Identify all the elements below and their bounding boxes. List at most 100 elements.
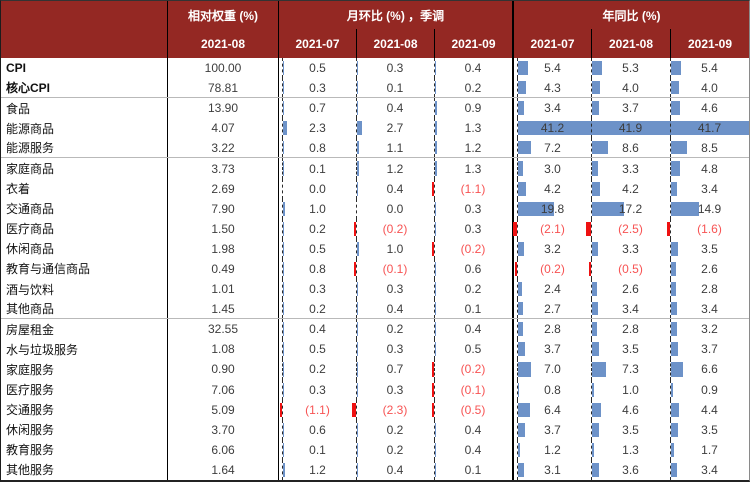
cell-value: 0.0 xyxy=(309,181,326,196)
cell-value: 4.4 xyxy=(701,402,718,417)
bar-cell: 2.8 xyxy=(591,319,670,340)
data-bar xyxy=(357,61,358,76)
bar-cell: 0.2 xyxy=(434,78,512,98)
data-bar xyxy=(671,282,677,297)
cell-value: 5.4 xyxy=(544,61,561,76)
cell-value: (0.2) xyxy=(382,221,408,236)
row-label: 其他服务 xyxy=(6,463,55,478)
bar-cell: 3.4 xyxy=(591,299,670,319)
cell-value: 3.4 xyxy=(544,101,561,116)
bar-cell: 3.0 xyxy=(512,158,591,179)
row-label: 核心CPI xyxy=(6,81,51,96)
data-bar xyxy=(518,402,530,417)
table-header-dates: 2021-08 2021-07 2021-08 2021-09 2021-07 … xyxy=(1,29,749,58)
weight-value: 32.55 xyxy=(167,319,278,340)
data-bar xyxy=(671,362,684,377)
bar-cell: 3.5 xyxy=(670,419,749,440)
bar-cell: 3.4 xyxy=(512,98,591,119)
data-bar xyxy=(283,101,285,116)
bar-cell: 6.6 xyxy=(670,359,749,380)
data-bar xyxy=(283,342,284,357)
bar-cell: 14.9 xyxy=(670,198,749,219)
data-bar xyxy=(283,462,286,477)
weight-value: 1.50 xyxy=(167,218,278,239)
bar-cell: 3.5 xyxy=(670,238,749,260)
weight-value: 0.90 xyxy=(167,359,278,380)
bar-cell: 2.7 xyxy=(512,299,591,319)
header-corner-empty xyxy=(1,29,167,58)
data-bar xyxy=(357,81,358,95)
row-label: CPI xyxy=(6,61,27,76)
cell-value: 0.4 xyxy=(386,462,404,477)
bar-cell: 0.2 xyxy=(278,359,356,380)
cell-value: 2.6 xyxy=(622,282,639,297)
data-bar xyxy=(513,221,517,236)
cell-value: (1.1) xyxy=(460,181,486,196)
cell-value: 1.0 xyxy=(622,382,639,397)
bar-cell: (0.2) xyxy=(512,258,591,280)
bar-cell: 3.1 xyxy=(512,459,591,481)
header-mom-date-1: 2021-07 xyxy=(278,29,356,58)
header-yoy-date-3: 2021-09 xyxy=(670,29,749,58)
bar-cell: 0.5 xyxy=(434,339,512,360)
bar-cell: 7.0 xyxy=(512,359,591,380)
cell-value: 0.2 xyxy=(464,282,482,297)
bar-cell: 3.5 xyxy=(591,419,670,440)
weight-value: 6.06 xyxy=(167,439,278,460)
data-bar xyxy=(592,302,599,316)
cell-value: 3.4 xyxy=(701,181,718,196)
data-bar xyxy=(283,282,284,297)
bar-cell: 2.6 xyxy=(591,279,670,300)
weight-value: 3.70 xyxy=(167,419,278,440)
bar-cell: 0.6 xyxy=(434,258,512,280)
data-bar xyxy=(671,442,675,457)
cell-value: 41.7 xyxy=(697,121,722,136)
data-bar xyxy=(518,302,523,316)
cell-value: (2.3) xyxy=(382,402,408,417)
bar-cell: 0.2 xyxy=(278,299,356,319)
bar-cell: 2.6 xyxy=(670,258,749,280)
cell-value: 6.6 xyxy=(701,362,718,377)
data-bar xyxy=(283,382,284,397)
cell-value: (0.2) xyxy=(460,241,486,256)
cell-value: 0.5 xyxy=(309,342,326,357)
cell-value: 2.8 xyxy=(701,282,718,297)
bar-cell: 3.3 xyxy=(591,238,670,260)
bar-cell: 0.4 xyxy=(434,419,512,440)
cell-value: (1.1) xyxy=(305,402,330,417)
cell-value: 0.1 xyxy=(309,442,326,457)
cell-value: 0.6 xyxy=(309,422,326,437)
data-bar xyxy=(671,402,680,417)
data-bar xyxy=(357,342,358,357)
bar-cell: 0.4 xyxy=(356,178,434,199)
weight-value: 7.06 xyxy=(167,379,278,400)
bar-cell: 0.4 xyxy=(434,319,512,340)
header-yoy-date-2: 2021-08 xyxy=(591,29,670,58)
data-bar xyxy=(435,121,438,136)
data-bar xyxy=(435,282,436,297)
cell-value: 3.5 xyxy=(701,241,718,256)
bar-cell: (2.3) xyxy=(351,399,434,420)
bar-cell: 19.8 xyxy=(512,198,591,219)
bar-cell: 0.2 xyxy=(356,439,434,460)
bar-cell: 0.7 xyxy=(278,98,356,119)
cell-value: 1.2 xyxy=(386,161,404,176)
data-bar xyxy=(357,322,358,337)
bar-cell: 8.5 xyxy=(670,138,749,158)
data-bar xyxy=(435,101,437,116)
bar-cell: 3.4 xyxy=(670,178,749,199)
cell-value: 0.8 xyxy=(544,382,561,397)
data-bar xyxy=(592,342,599,357)
data-bar xyxy=(351,402,356,417)
cell-value: 0.3 xyxy=(386,382,404,397)
bar-cell: 3.7 xyxy=(670,339,749,360)
weight-value: 1.45 xyxy=(167,299,278,319)
table-row: 水与垃圾服务 1.08 0.5 0.3 0.5 3.7 3.5 3.7 xyxy=(1,339,749,360)
data-bar xyxy=(357,241,359,256)
bar-cell: 0.3 xyxy=(278,279,356,300)
data-bar xyxy=(357,462,358,477)
bar-cell: (1.1) xyxy=(431,178,512,199)
row-label: 食品 xyxy=(6,101,31,116)
cell-value: 0.5 xyxy=(464,342,482,357)
